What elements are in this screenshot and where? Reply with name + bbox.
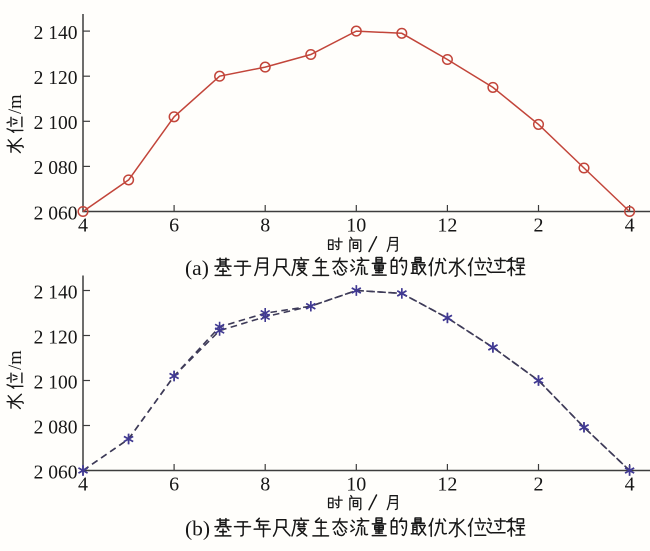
svg-text:2 080: 2 080 bbox=[34, 417, 78, 438]
svg-text:8: 8 bbox=[260, 474, 270, 496]
svg-text:2 120: 2 120 bbox=[34, 327, 78, 348]
svg-text:2 140: 2 140 bbox=[34, 282, 78, 303]
svg-text:6: 6 bbox=[169, 474, 179, 496]
svg-text:4: 4 bbox=[78, 474, 88, 496]
svg-text:2 140: 2 140 bbox=[34, 23, 78, 44]
svg-text:(b): (b) bbox=[185, 517, 210, 541]
svg-text:4: 4 bbox=[625, 215, 635, 237]
svg-text:4: 4 bbox=[78, 215, 88, 237]
svg-text:12: 12 bbox=[437, 215, 457, 237]
svg-text:/m: /m bbox=[6, 94, 26, 114]
svg-text:2: 2 bbox=[534, 215, 544, 237]
svg-text:10: 10 bbox=[346, 215, 366, 237]
svg-text:8: 8 bbox=[260, 215, 270, 237]
svg-text:2 100: 2 100 bbox=[34, 372, 78, 393]
svg-text:10: 10 bbox=[346, 474, 366, 496]
svg-text:4: 4 bbox=[625, 474, 635, 496]
svg-text:2 100: 2 100 bbox=[34, 113, 78, 134]
svg-text:(a): (a) bbox=[185, 256, 209, 280]
svg-text:2: 2 bbox=[534, 474, 544, 496]
svg-text:2 120: 2 120 bbox=[34, 68, 78, 89]
svg-text:12: 12 bbox=[437, 474, 457, 496]
svg-text:/m: /m bbox=[6, 350, 26, 370]
svg-text:2 080: 2 080 bbox=[34, 158, 78, 179]
svg-text:6: 6 bbox=[169, 215, 179, 237]
svg-text:2 060: 2 060 bbox=[34, 462, 78, 483]
svg-text:2 060: 2 060 bbox=[34, 203, 78, 224]
